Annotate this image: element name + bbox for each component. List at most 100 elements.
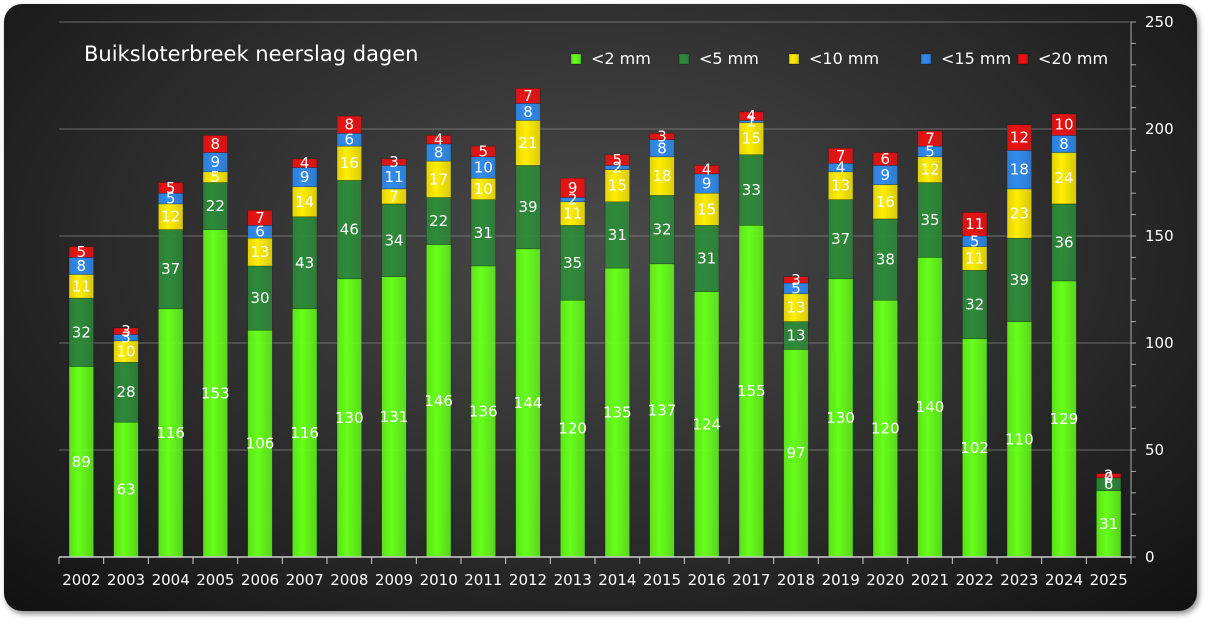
data-label: 7	[925, 130, 935, 148]
legend-layer: <2 mm <5 mm <10 mm <15 mm <20 mm	[570, 49, 1108, 68]
data-label: 16	[340, 154, 359, 172]
bar-segment	[113, 327, 139, 335]
data-label: 135	[603, 404, 632, 422]
bar-segment	[738, 111, 764, 121]
bar-segment	[202, 229, 228, 558]
bar-segment	[1096, 473, 1122, 479]
data-label: 24	[1054, 169, 1073, 187]
y-tick-label: 50	[1145, 441, 1164, 459]
bar-segment	[872, 184, 898, 220]
data-label: 14	[295, 193, 314, 211]
bar-segment	[426, 197, 452, 245]
data-label: 31	[697, 249, 716, 267]
data-label: 5	[613, 151, 623, 169]
data-label: 7	[836, 147, 846, 165]
bar-segment	[604, 169, 630, 203]
y-tick-label: 150	[1145, 227, 1174, 245]
data-label: 32	[965, 295, 984, 313]
data-label: 120	[558, 420, 587, 438]
labels-layer: 8932118563281033116371255153225981063013…	[72, 87, 1118, 533]
data-label: 106	[246, 435, 275, 453]
data-label: 4	[300, 154, 310, 172]
bar-segment	[872, 299, 898, 558]
data-label: 8	[657, 139, 667, 157]
data-label: 5	[925, 142, 935, 160]
bar-segment	[470, 145, 496, 158]
bar-segment	[738, 154, 764, 226]
data-label: 15	[697, 200, 716, 218]
y-tick-label: 250	[1145, 13, 1174, 31]
data-label: 5	[166, 179, 176, 197]
bar-segment	[292, 216, 318, 310]
data-label: 120	[871, 420, 900, 438]
bar-segment	[470, 265, 496, 558]
data-label: 33	[742, 181, 761, 199]
data-label: 146	[424, 392, 453, 410]
x-tick-label: 2022	[956, 571, 994, 589]
bar-segment	[917, 182, 943, 258]
bar-segment	[560, 299, 586, 558]
bar-segment	[962, 212, 988, 237]
data-label: 39	[1010, 271, 1029, 289]
data-label: 21	[518, 134, 537, 152]
data-label: 137	[648, 401, 677, 419]
bar-segment	[515, 120, 541, 166]
data-label: 46	[340, 221, 359, 239]
data-label: 13	[250, 243, 269, 261]
bar-segment	[1006, 237, 1032, 322]
bar-segment	[381, 276, 407, 558]
data-label: 5	[970, 232, 980, 250]
bar-segment	[158, 229, 184, 310]
data-label: 7	[255, 209, 265, 227]
data-label: 7	[389, 187, 399, 205]
bar-segment	[604, 165, 630, 170]
data-label: 9	[300, 168, 310, 186]
bar-segment	[694, 291, 720, 558]
data-label: 124	[692, 415, 721, 433]
data-label: 32	[72, 323, 91, 341]
bar-segment	[113, 361, 139, 423]
bar-segment	[694, 192, 720, 226]
data-label: 102	[960, 439, 989, 457]
bar-segment	[292, 308, 318, 558]
data-label: 110	[1005, 430, 1034, 448]
bar-segment	[872, 165, 898, 185]
bar-segment	[738, 122, 764, 155]
data-label: 155	[737, 382, 766, 400]
y-tick-label: 200	[1145, 120, 1174, 138]
bar-segment	[917, 130, 943, 147]
x-tick-label: 2023	[1000, 571, 1038, 589]
bar-segment	[68, 297, 94, 367]
x-tick-label: 2008	[330, 571, 368, 589]
data-label: 8	[345, 116, 355, 134]
data-label: 18	[652, 167, 671, 185]
bar-segment	[247, 265, 273, 331]
y-tick-label: 0	[1145, 548, 1155, 566]
bar-segment	[694, 165, 720, 175]
bar-segment	[158, 203, 184, 230]
data-label: 116	[156, 424, 185, 442]
data-label: 3	[121, 329, 131, 347]
data-label: 144	[514, 394, 543, 412]
x-tick-label: 2007	[286, 571, 324, 589]
data-label: 32	[652, 221, 671, 239]
x-tick-label: 2025	[1090, 571, 1128, 589]
bar-segment	[872, 218, 898, 301]
data-label: 5	[479, 142, 489, 160]
x-tick-label: 2016	[688, 571, 726, 589]
data-label: 39	[518, 198, 537, 216]
bar-segment	[426, 135, 452, 145]
legend-entry: <10 mm	[809, 49, 879, 68]
data-label: 3	[389, 153, 399, 171]
bar-segment	[828, 162, 854, 173]
bar-segment	[470, 156, 496, 179]
chart-frame: 89 32 11 8 5 63 28 10 3 3 116 37 12 5 5 153 22 5 9 8 106 30 13…	[4, 4, 1197, 611]
data-label: 10	[474, 159, 493, 177]
bar-segment	[470, 199, 496, 267]
data-label: 0	[1104, 469, 1114, 487]
x-tick-label: 2014	[598, 571, 636, 589]
data-label: 3	[791, 271, 801, 289]
bar-segment	[292, 158, 318, 168]
data-label: 4	[747, 107, 757, 125]
